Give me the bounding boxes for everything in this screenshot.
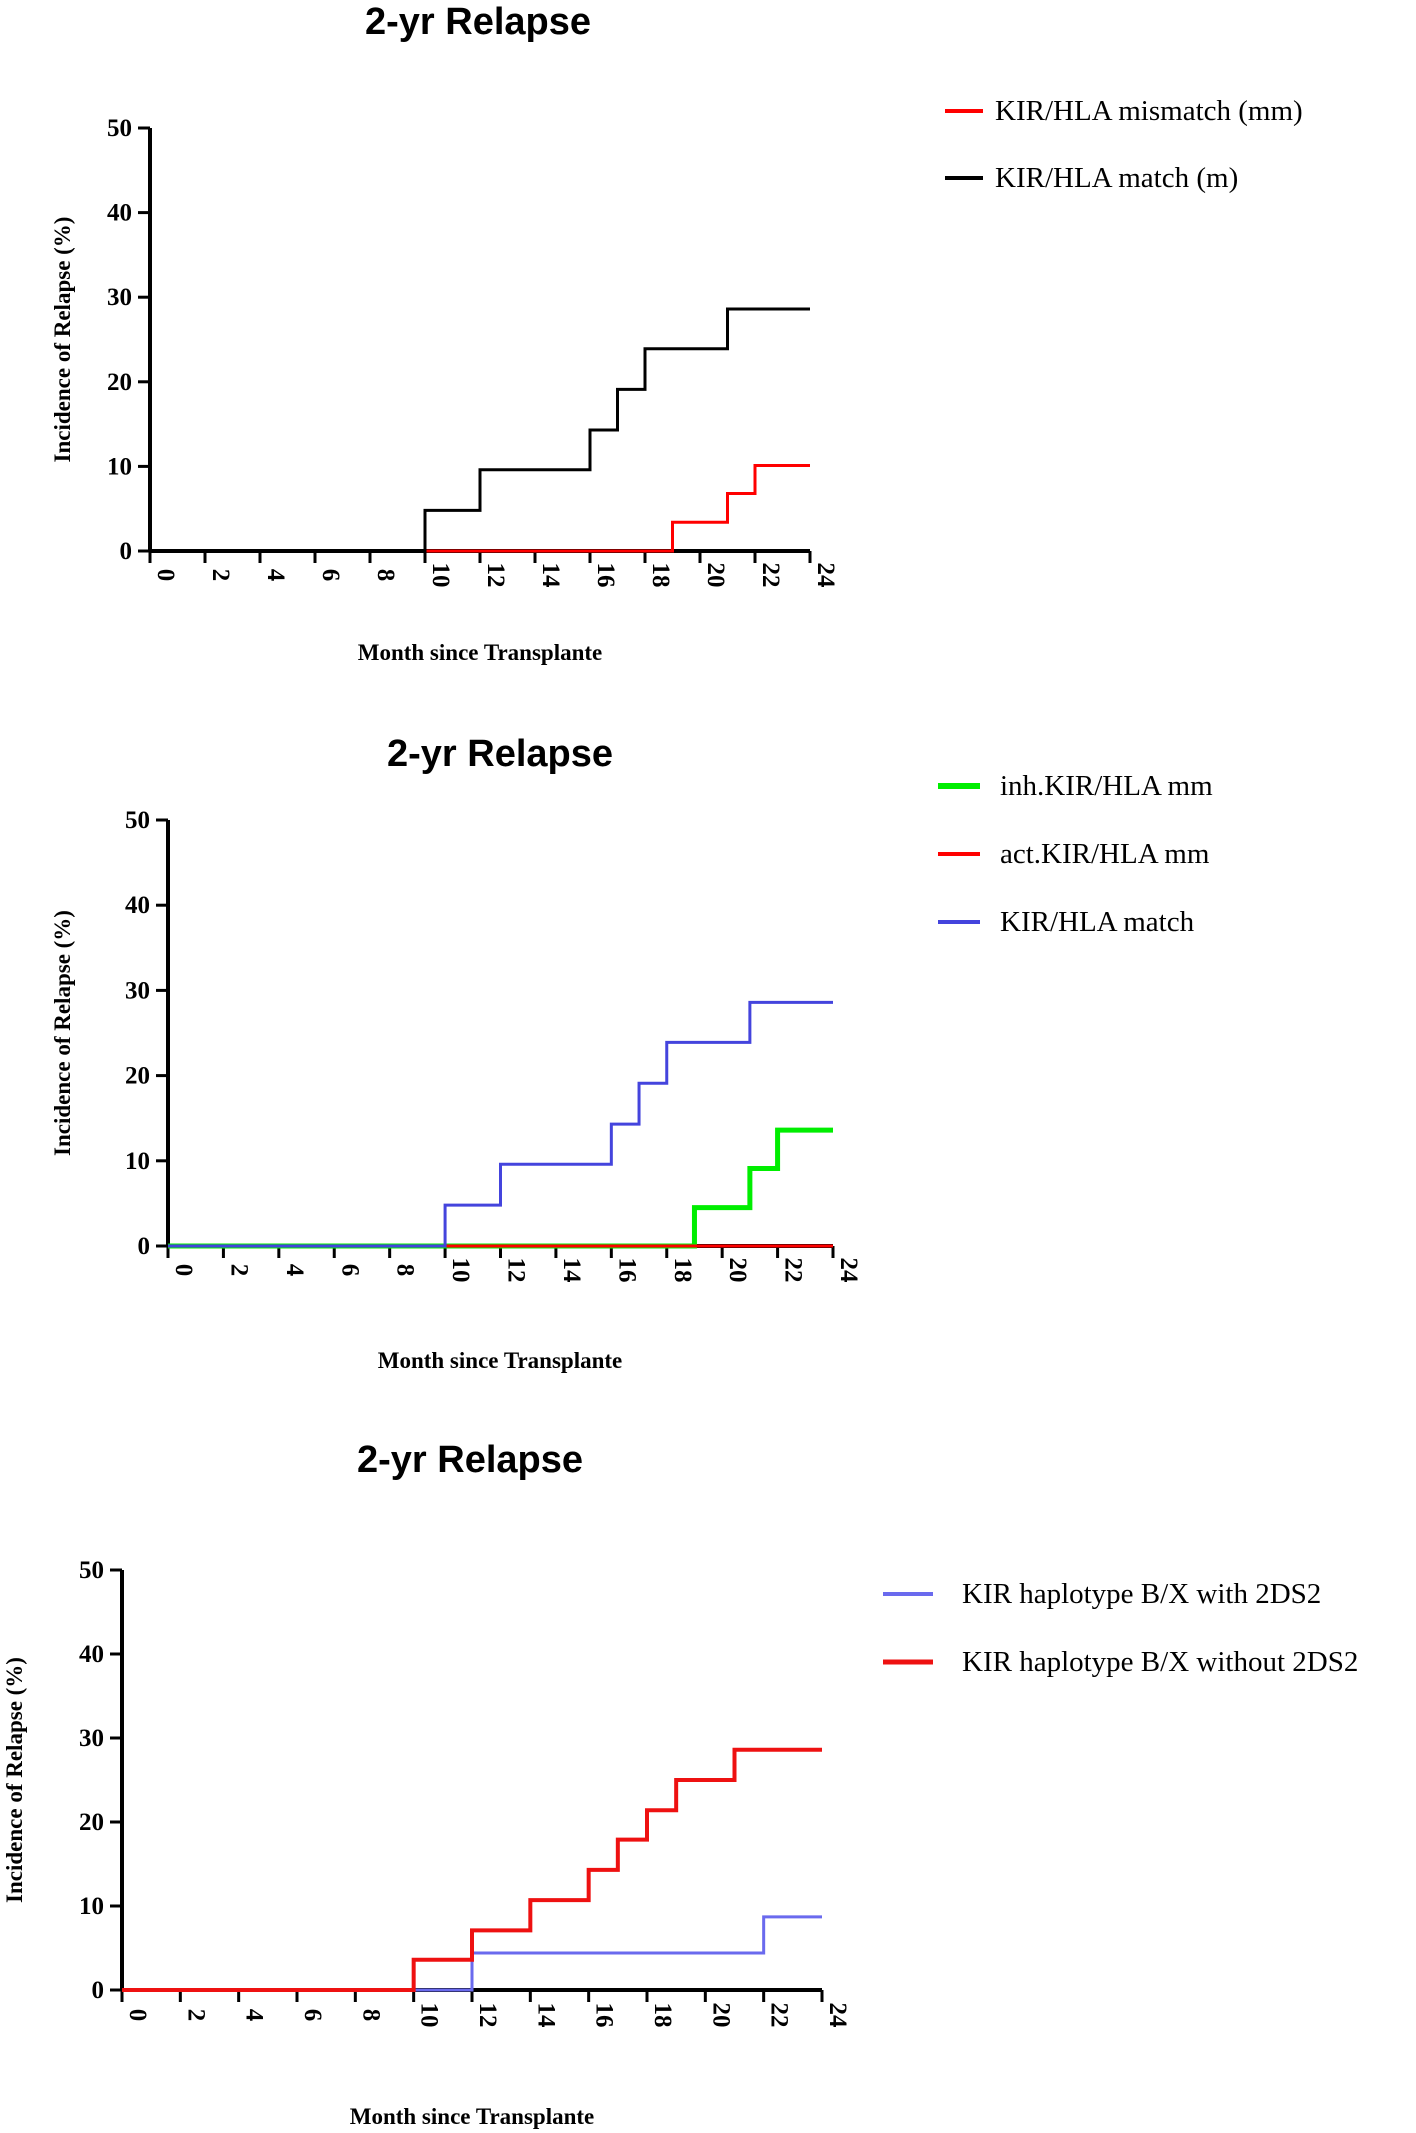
x-tick-label: 4 — [241, 2009, 268, 2022]
x-tick-label: 2 — [182, 2009, 209, 2022]
x-tick-label: 18 — [669, 1258, 696, 1283]
x-tick-label: 10 — [447, 1258, 474, 1283]
legend-label: KIR haplotype B/X without 2DS2 — [962, 1646, 1358, 1678]
y-tick-label: 10 — [79, 1893, 104, 1920]
x-tick-label: 22 — [766, 2003, 793, 2028]
x-tick-label: 0 — [152, 569, 179, 582]
x-tick-label: 4 — [281, 1264, 308, 1277]
y-tick-label: 0 — [138, 1233, 151, 1260]
x-tick-label: 2 — [225, 1264, 252, 1277]
y-tick-label: 50 — [79, 1557, 104, 1584]
y-tick-label: 20 — [125, 1063, 150, 1090]
chart-title: 2-yr Relapse — [365, 1, 591, 43]
x-tick-label: 14 — [532, 2003, 559, 2029]
chart-title: 2-yr Relapse — [357, 1439, 583, 1481]
x-axis-label: Month since Transplante — [358, 640, 603, 665]
y-axis-label: Incidence of Relapse (%) — [50, 217, 75, 463]
x-axis-label: Month since Transplante — [378, 1348, 623, 1373]
legend-label: KIR/HLA mismatch (mm) — [995, 95, 1303, 127]
x-tick-label: 22 — [757, 563, 784, 588]
y-tick-label: 50 — [125, 807, 150, 834]
x-tick-label: 14 — [558, 1258, 585, 1284]
x-tick-label: 0 — [170, 1264, 197, 1277]
series-line-1 — [168, 1127, 833, 1249]
x-tick-label: 16 — [591, 2003, 618, 2028]
y-tick-label: 10 — [107, 453, 132, 480]
x-tick-label: 8 — [372, 569, 399, 582]
legend-label: KIR/HLA match (m) — [995, 162, 1238, 194]
y-tick-label: 0 — [120, 538, 133, 565]
x-tick-label: 22 — [780, 1258, 807, 1283]
y-axis-label: Incidence of Relapse (%) — [2, 1657, 27, 1903]
x-tick-label: 10 — [416, 2003, 443, 2028]
y-tick-label: 40 — [125, 892, 150, 919]
series-line-2 — [150, 307, 810, 553]
y-tick-label: 30 — [107, 284, 132, 311]
x-tick-label: 6 — [299, 2009, 326, 2022]
y-tick-label: 0 — [92, 1977, 105, 2004]
x-tick-label: 20 — [702, 563, 729, 588]
legend-label: inh.KIR/HLA mm — [1000, 770, 1213, 802]
x-tick-label: 16 — [613, 1258, 640, 1283]
x-tick-label: 6 — [317, 569, 344, 582]
x-tick-label: 24 — [835, 1258, 862, 1284]
x-tick-label: 24 — [812, 563, 839, 589]
y-tick-label: 40 — [79, 1641, 104, 1668]
y-axis-label: Incidence of Relapse (%) — [50, 910, 75, 1156]
x-tick-label: 4 — [262, 569, 289, 582]
legend-label: KIR haplotype B/X with 2DS2 — [962, 1578, 1321, 1610]
x-tick-label: 10 — [427, 563, 454, 588]
x-tick-label: 0 — [124, 2009, 151, 2022]
x-axis-label: Month since Transplante — [350, 2104, 595, 2129]
y-tick-label: 20 — [79, 1809, 104, 1836]
x-tick-label: 6 — [336, 1264, 363, 1277]
series-line-3 — [168, 1000, 833, 1248]
legend-label: KIR/HLA match — [1000, 906, 1195, 938]
y-tick-label: 10 — [125, 1148, 150, 1175]
x-tick-label: 18 — [649, 2003, 676, 2028]
x-tick-label: 20 — [724, 1258, 751, 1283]
x-tick-label: 20 — [707, 2003, 734, 2028]
x-tick-label: 18 — [647, 563, 674, 588]
x-tick-label: 12 — [482, 563, 509, 588]
x-tick-label: 12 — [503, 1258, 530, 1283]
x-tick-label: 8 — [392, 1264, 419, 1277]
x-tick-label: 14 — [537, 563, 564, 589]
x-tick-label: 24 — [824, 2003, 851, 2029]
y-tick-label: 40 — [107, 200, 132, 227]
chart-title: 2-yr Relapse — [387, 733, 613, 775]
y-tick-label: 20 — [107, 369, 132, 396]
series-line-1 — [150, 464, 810, 553]
legend-label: act.KIR/HLA mm — [1000, 838, 1210, 870]
x-tick-label: 2 — [207, 569, 234, 582]
y-tick-label: 30 — [125, 977, 150, 1004]
x-tick-label: 8 — [357, 2009, 384, 2022]
series-line-2 — [122, 1747, 822, 1992]
y-tick-label: 30 — [79, 1725, 104, 1752]
x-tick-label: 16 — [592, 563, 619, 588]
y-tick-label: 50 — [107, 115, 132, 142]
x-tick-label: 12 — [474, 2003, 501, 2028]
